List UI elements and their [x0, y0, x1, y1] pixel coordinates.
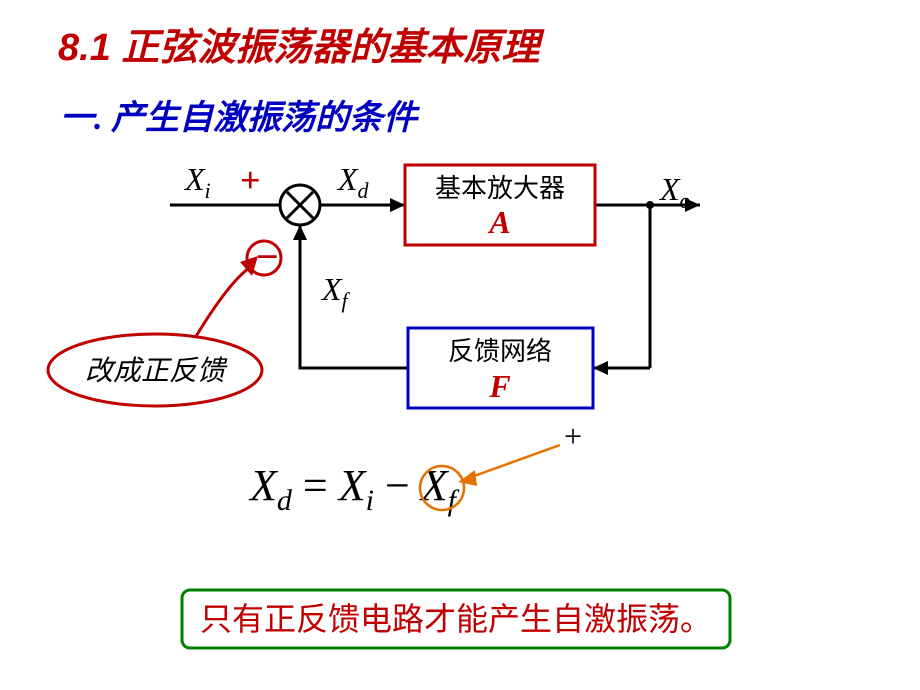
- node-dot: [646, 201, 654, 209]
- callout-arrow: [195, 266, 252, 338]
- wire-fb-to-sum: [300, 225, 408, 368]
- label-xo: Xo: [658, 171, 691, 213]
- label-xd: Xd: [336, 161, 370, 203]
- label-xf: Xf: [320, 271, 351, 313]
- equation-plus-annot: +: [564, 418, 582, 454]
- equation-annot-arrow: [463, 445, 560, 480]
- plus-sign: +: [240, 160, 261, 200]
- footnote-text: 只有正反馈电路才能产生自激振荡。: [200, 601, 712, 637]
- feedback-label: 反馈网络: [448, 337, 552, 366]
- block-diagram: + − 基本放大器 A 反馈网络 F Xi Xd Xo Xf 改成正反馈 Xd …: [0, 0, 920, 690]
- feedback-symbol: F: [488, 368, 510, 404]
- callout-text: 改成正反馈: [85, 356, 228, 387]
- arrow-to-fb: [593, 361, 608, 375]
- minus-sign: −: [256, 234, 279, 279]
- amplifier-label: 基本放大器: [435, 174, 565, 203]
- amplifier-symbol: A: [487, 204, 510, 240]
- arrow-to-sum: [293, 225, 307, 240]
- arrow-to-amp: [390, 198, 405, 212]
- label-xi: Xi: [183, 161, 211, 203]
